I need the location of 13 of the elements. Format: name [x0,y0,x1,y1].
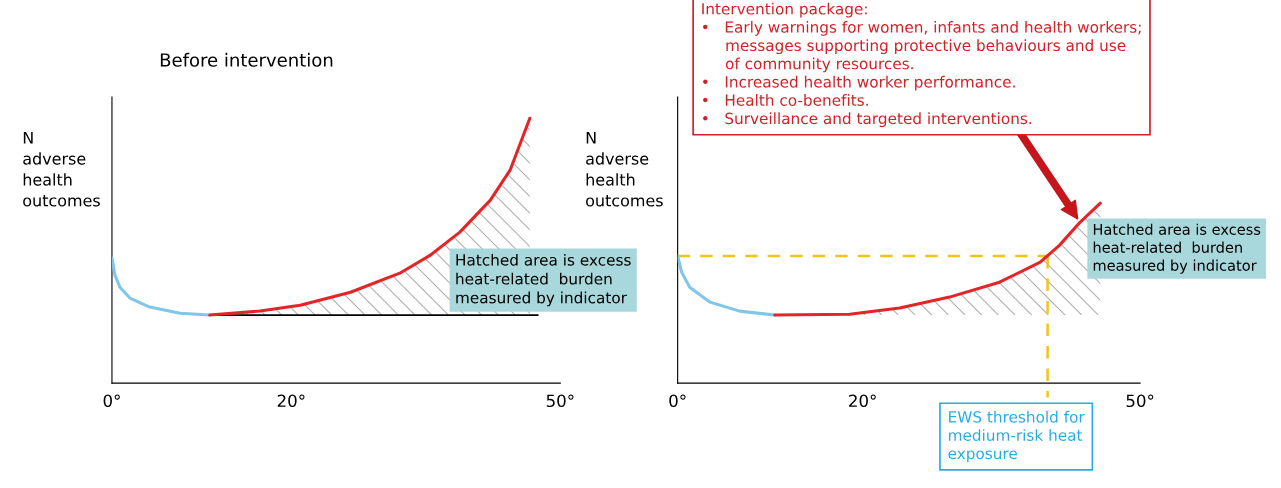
annotation: Hatched area is excess heat-related burden measured by indicator [1093,223,1261,274]
x-tick-label: 0° [103,394,120,408]
x-tick-label: 20° [849,394,876,408]
text: Intervention package: • Early warnings for women, infants and health workers; messages supporting protective behaviours and use of community resources. • Increased health worker performance. • Health co-benefits. • Surveillance and targeted interventions. [702,2,1141,128]
x-tick-label: 0° [669,394,686,408]
annotation: Hatched area is excess heat-related burden measured by indicator [456,253,631,307]
y-axis-title: N adverse health outcomes [586,131,663,207]
y-axis-title: N adverse health outcomes [23,131,100,207]
x-tick-label: 50° [546,394,574,408]
x-tick-label: 20° [277,394,305,408]
x-tick-label: 50° [1126,394,1154,408]
chart-title: Before intervention [160,52,333,67]
ref-line-label: EWS threshold for medium-risk heat exposure [948,410,1085,463]
